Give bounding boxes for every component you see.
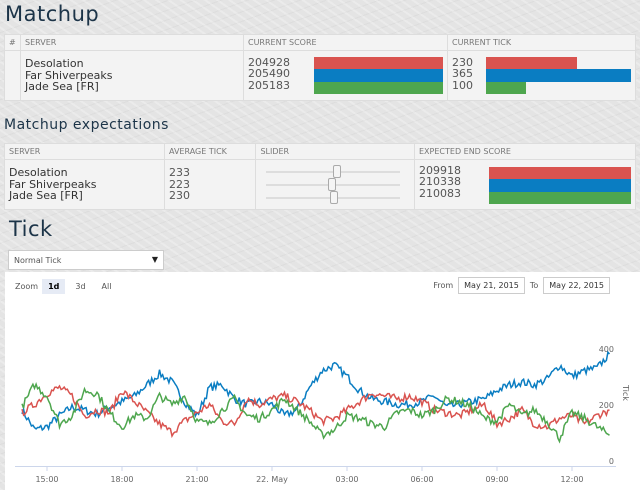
average-tick: 230 [168,189,190,203]
zoom-label: Zoom [15,282,39,291]
bar-far-shiverpeaks [486,69,631,82]
y-tick-label: 0 [609,457,614,466]
tick-slider[interactable] [260,165,410,178]
expected-score: 209918 [419,163,461,177]
expected-score: 210083 [419,186,461,200]
series-line-far-shiverpeaks [21,350,611,432]
expected-score: 210338 [419,175,461,189]
zoom-1d-button[interactable]: 1d [42,279,66,294]
x-tick-label: 09:00 [485,475,508,484]
bar-far-shiverpeaks [313,69,443,82]
score-value: 205490 [247,67,290,81]
tick-value: 100 [452,78,473,92]
slider-handle[interactable] [330,191,339,204]
tick-type-select[interactable]: Normal Tick ▼ [8,250,164,270]
score-value: 205183 [247,78,290,92]
server-name: Far Shiverpeaks [9,177,97,191]
series-line-desolation [21,384,610,439]
server-name: Jade Sea [FR] [9,189,83,203]
tick-value: 230 [452,55,473,69]
x-tick-label: 03:00 [335,475,358,484]
x-tick-label: 06:00 [410,475,433,484]
y-axis-label: Tick [621,384,630,401]
tick-value: 365 [452,67,473,81]
x-tick-label: 15:00 [35,475,58,484]
zoom-all-button[interactable]: All [101,282,112,291]
x-tick-label: 21:00 [185,475,208,484]
bar-desolation [486,56,578,70]
expected-bars [489,165,631,205]
matchup-table: # SERVER CURRENT SCORE CURRENT TICK Desolat… [4,34,636,101]
slider-handle[interactable] [333,165,342,178]
average-tick: 223 [168,177,190,191]
bar-far-shiverpeaks [489,179,631,192]
tick-title: Tick [9,217,53,241]
tick-slider[interactable] [260,191,410,204]
server-name: Desolation [9,166,68,180]
bar-desolation [489,166,631,180]
from-date-input[interactable]: May 21, 2015 [458,277,525,294]
zoom-3d-button[interactable]: 3d [75,282,86,291]
bar-jade-sea-fr- [313,81,443,95]
to-label: To [529,281,539,290]
from-label: From [433,281,454,290]
score-bars [313,56,443,95]
tick-slider[interactable] [260,178,410,191]
server-name: Desolation [24,57,84,71]
average-tick: 233 [168,166,190,180]
series-line-jade-sea-fr- [21,381,610,444]
server-name: Jade Sea [FR] [24,80,99,94]
bar-jade-sea-fr- [486,81,526,95]
chart-panel [5,272,640,490]
x-tick-label: 18:00 [110,475,133,484]
y-tick-label: 200 [599,401,614,410]
bar-desolation [313,56,443,70]
bar-jade-sea-fr- [489,191,631,205]
expectations-table: SERVER AVERAGE TICK SLIDER EXPECTED END SCO… [4,143,636,210]
matchup-title: Matchup [5,2,100,26]
expectations-title: Matchup expectations [4,117,169,133]
select-value: Normal Tick [14,256,62,265]
y-tick-label: 400 [599,345,614,354]
x-tick-label: 22. May [256,475,288,484]
server-name: Far Shiverpeaks [24,68,113,82]
slider-handle[interactable] [327,178,336,191]
to-date-input[interactable]: May 22, 2015 [543,277,610,294]
x-tick-label: 12:00 [560,475,583,484]
score-value: 204928 [247,55,290,69]
tick-bars [486,56,631,95]
dropdown-arrow-icon: ▼ [151,255,158,264]
